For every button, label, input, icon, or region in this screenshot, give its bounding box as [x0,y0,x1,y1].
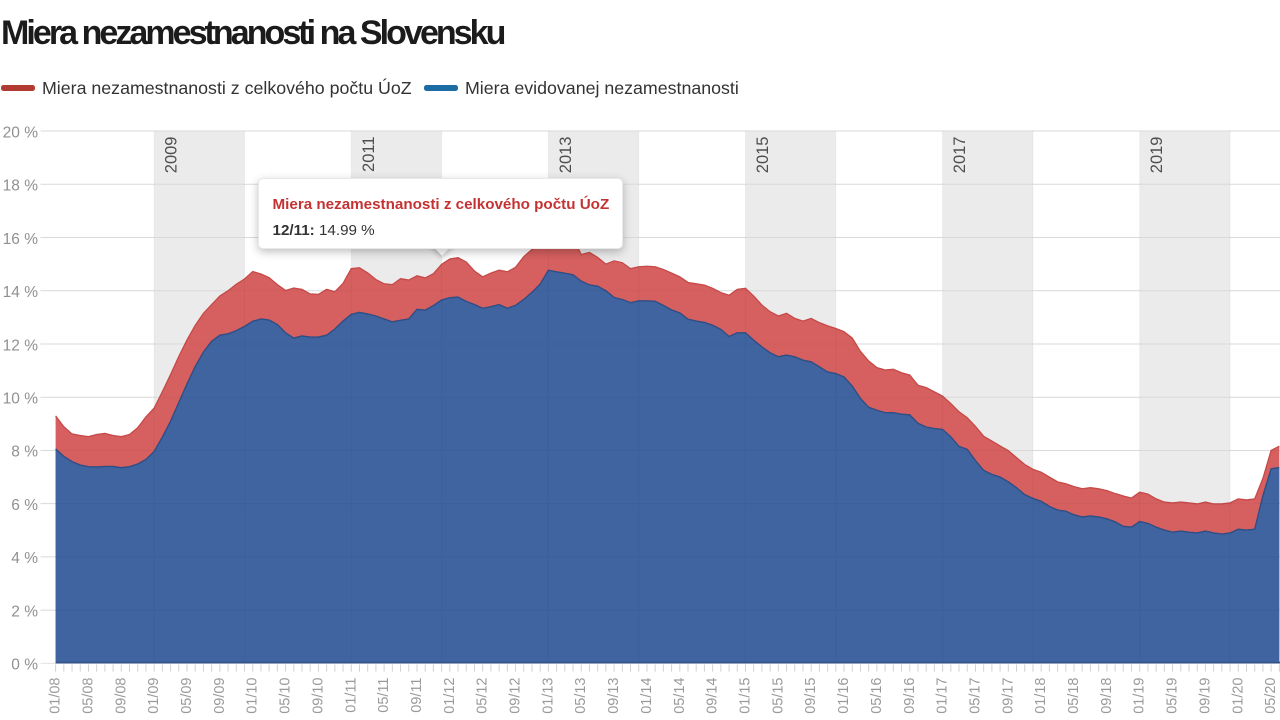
svg-text:05/12: 05/12 [475,678,491,714]
svg-text:8 %: 8 % [11,444,38,461]
svg-text:05/11: 05/11 [376,678,392,713]
svg-text:05/14: 05/14 [672,678,688,714]
svg-text:01/09: 01/09 [146,678,162,714]
svg-text:01/08: 01/08 [48,678,64,714]
svg-text:09/09: 09/09 [212,678,228,714]
svg-text:01/19: 01/19 [1132,678,1148,714]
svg-text:09/12: 09/12 [508,678,524,714]
svg-text:05/15: 05/15 [770,678,786,714]
svg-text:05/10: 05/10 [278,678,294,714]
svg-text:05/17: 05/17 [967,678,983,714]
svg-text:01/14: 01/14 [639,678,655,714]
svg-text:2017: 2017 [951,137,969,174]
svg-text:0 %: 0 % [11,657,38,674]
svg-text:01/12: 01/12 [442,678,458,714]
svg-text:09/19: 09/19 [1197,678,1213,714]
svg-text:2011: 2011 [360,137,378,172]
svg-text:14 %: 14 % [3,284,39,301]
svg-text:05/08: 05/08 [80,678,96,714]
svg-text:01/16: 01/16 [836,678,852,714]
svg-text:09/15: 09/15 [803,678,819,714]
svg-text:10 %: 10 % [3,391,39,408]
svg-text:20 %: 20 % [3,124,39,141]
svg-text:05/09: 05/09 [179,678,195,714]
svg-text:2009: 2009 [163,137,181,174]
svg-text:09/17: 09/17 [1000,678,1016,714]
svg-text:2 %: 2 % [11,603,38,620]
svg-text:2015: 2015 [754,137,772,174]
svg-text:01/17: 01/17 [935,678,951,714]
svg-text:2019: 2019 [1148,137,1166,174]
svg-text:01/13: 01/13 [540,678,556,714]
svg-text:01/10: 01/10 [245,678,261,714]
svg-text:6 %: 6 % [11,497,38,514]
svg-text:09/18: 09/18 [1099,678,1115,714]
svg-text:01/18: 01/18 [1033,678,1049,714]
svg-text:05/13: 05/13 [573,678,589,714]
svg-text:05/20: 05/20 [1263,678,1279,714]
svg-text:05/19: 05/19 [1165,678,1181,714]
svg-text:2013: 2013 [557,137,575,174]
svg-text:05/18: 05/18 [1066,678,1082,714]
svg-text:09/10: 09/10 [310,678,326,714]
svg-text:05/16: 05/16 [869,678,885,714]
svg-text:01/11: 01/11 [343,678,359,713]
svg-text:18 %: 18 % [3,178,39,195]
svg-text:16 %: 16 % [3,231,39,248]
svg-text:09/16: 09/16 [902,678,918,714]
svg-text:09/14: 09/14 [705,678,721,714]
svg-text:09/08: 09/08 [113,678,129,714]
svg-text:09/13: 09/13 [606,678,622,714]
svg-text:01/20: 01/20 [1230,678,1246,714]
svg-text:09/11: 09/11 [409,678,425,713]
svg-text:12 %: 12 % [3,337,39,354]
svg-text:01/15: 01/15 [737,678,753,714]
svg-text:4 %: 4 % [11,550,38,567]
